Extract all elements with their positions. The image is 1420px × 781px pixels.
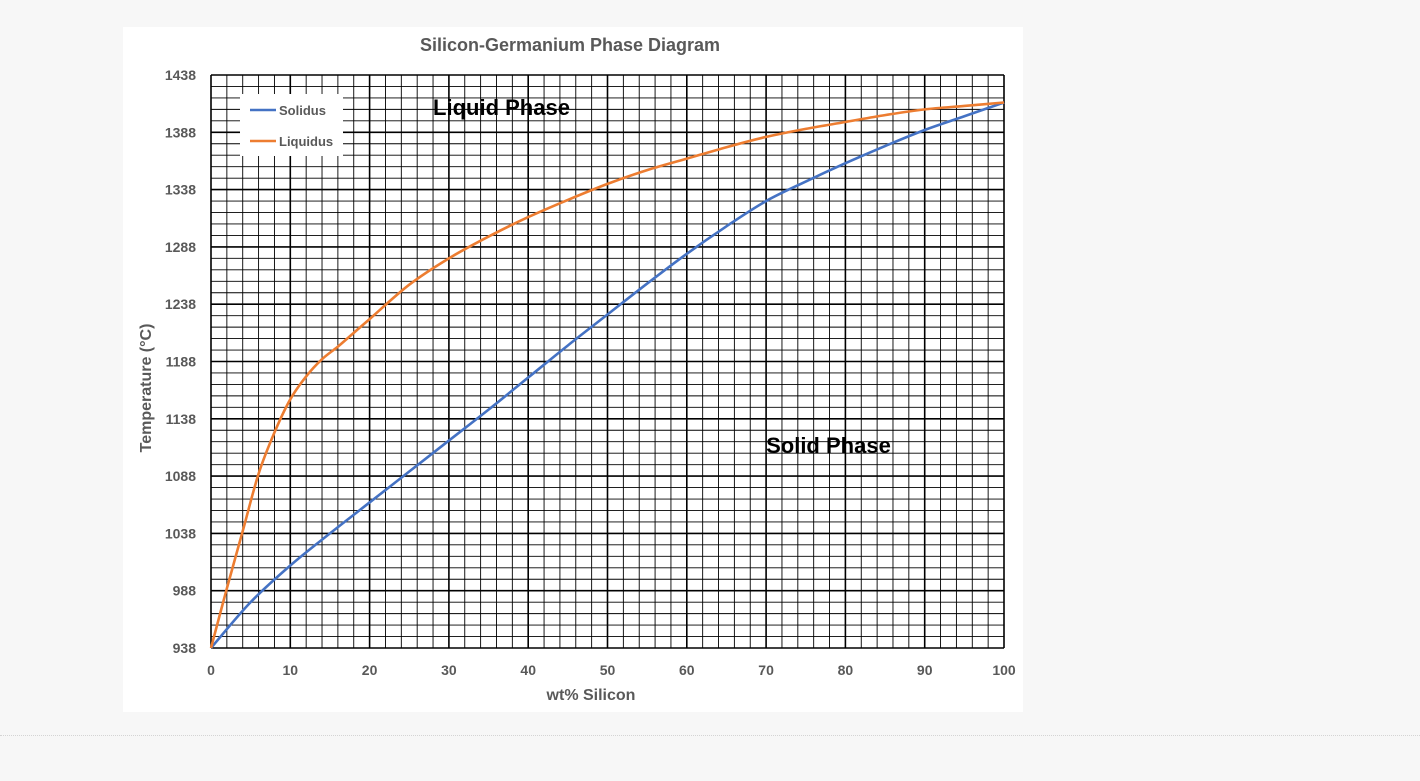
y-tick-label: 1138	[166, 411, 197, 427]
legend-label: Liquidus	[279, 134, 333, 149]
y-tick-label: 988	[173, 583, 197, 599]
y-tick-label: 1088	[165, 468, 196, 484]
x-tick-label: 0	[207, 662, 215, 678]
y-tick-label: 1038	[165, 525, 196, 541]
region-label: Liquid Phase	[433, 95, 570, 120]
series-line-liquidus	[209, 101, 1005, 649]
region-label: Solid Phase	[766, 433, 891, 458]
y-tick-label: 1288	[165, 239, 196, 255]
phase-diagram-chart: Silicon-Germanium Phase Diagram 938 988 10…	[138, 35, 1016, 704]
y-tick-label: 1438	[165, 67, 196, 83]
x-tick-label: 20	[362, 662, 378, 678]
region-labels: Liquid Phase Solid Phase	[433, 95, 891, 458]
x-axis-title: wt% Silicon	[546, 687, 636, 704]
legend-label: Solidus	[279, 103, 326, 118]
tick-labels: 938 988 1038 1088 1138 1188 1238 1288 1338 1388 14…	[165, 67, 1016, 678]
page-divider	[0, 735, 1420, 736]
chart-title: Silicon-Germanium Phase Diagram	[420, 35, 720, 55]
y-tick-label: 1188	[166, 354, 197, 370]
y-tick-label: 938	[173, 640, 197, 656]
y-tick-label: 1238	[165, 296, 196, 312]
series-layer	[209, 101, 1005, 649]
x-tick-label: 80	[838, 662, 854, 678]
x-tick-label: 10	[283, 662, 299, 678]
x-tick-label: 70	[758, 662, 774, 678]
legend-box	[240, 94, 343, 156]
legend: Solidus Liquidus	[240, 94, 343, 156]
x-tick-label: 50	[600, 662, 616, 678]
x-tick-label: 60	[679, 662, 695, 678]
y-tick-label: 1338	[165, 182, 196, 198]
series-line-solidus	[210, 101, 1005, 649]
y-tick-label: 1388	[165, 124, 196, 140]
x-tick-label: 30	[441, 662, 457, 678]
y-axis-title: Temperature (°C)	[138, 324, 155, 453]
x-tick-label: 40	[520, 662, 536, 678]
x-tick-label: 100	[992, 662, 1016, 678]
chart-panel: Silicon-Germanium Phase Diagram 938 988 10…	[123, 27, 1023, 712]
x-tick-label: 90	[917, 662, 933, 678]
grid	[210, 74, 1005, 649]
